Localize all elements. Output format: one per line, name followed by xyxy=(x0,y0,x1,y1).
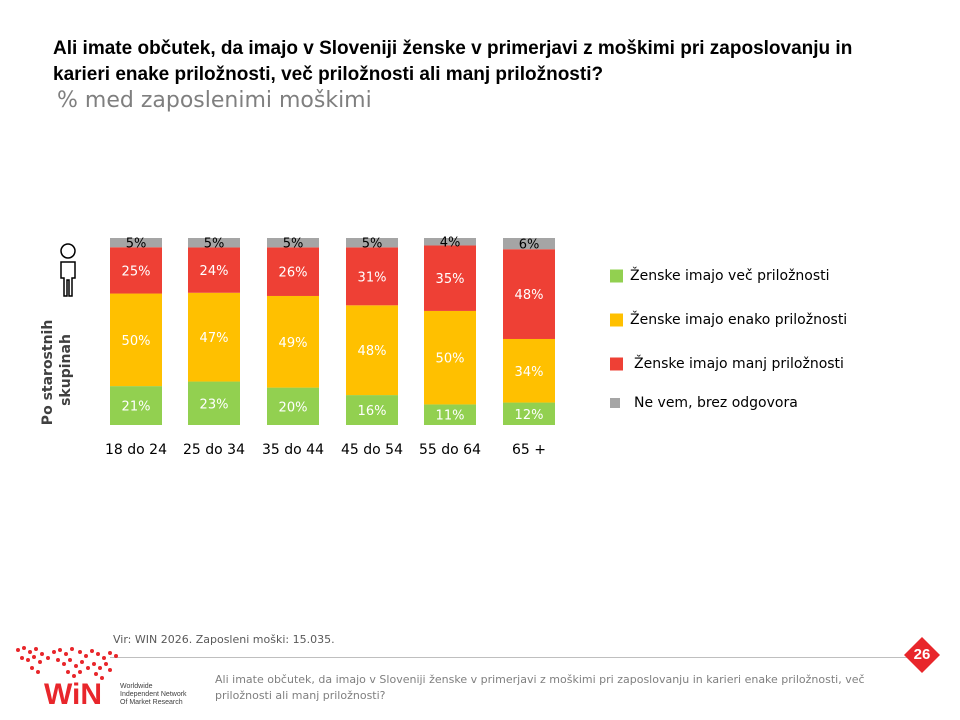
bar-value-label: 35% xyxy=(436,272,465,287)
side-axis-label: Po starostnih skupinah xyxy=(40,315,74,425)
win-logo: WiN xyxy=(16,646,118,711)
person-icon xyxy=(60,243,76,297)
bar-segment xyxy=(110,238,162,248)
bar-segment xyxy=(424,310,476,405)
bar-value-label: 48% xyxy=(358,344,387,359)
bar-value-label: 12% xyxy=(515,408,544,423)
bar-value-label: 50% xyxy=(122,334,151,349)
legend-swatch xyxy=(610,269,623,283)
bar-segment xyxy=(503,249,555,339)
legend-label: Ženske imajo manj priložnosti xyxy=(634,354,844,372)
bar-value-label: 4% xyxy=(440,236,461,251)
category-label: 65 + xyxy=(512,442,546,458)
bar-value-label: 23% xyxy=(200,397,229,412)
bar-segment xyxy=(346,238,398,248)
footer-question: Ali imate občutek, da imajo v Sloveniji … xyxy=(215,673,865,702)
bar-segment xyxy=(267,387,319,425)
bar-value-label: 5% xyxy=(126,237,147,252)
category-label: 18 do 24 xyxy=(105,442,167,458)
bar-value-label: 16% xyxy=(358,404,387,419)
footer-divider xyxy=(110,657,918,658)
bar-value-label: 34% xyxy=(515,365,544,380)
legend-label: Ženske imajo enako priložnosti xyxy=(630,310,847,328)
bar-segment xyxy=(110,293,162,387)
legend-swatch xyxy=(610,398,620,408)
category-label: 45 do 54 xyxy=(341,442,403,458)
page-number: 26 xyxy=(913,646,931,663)
bar-segment xyxy=(346,247,398,306)
bar-value-label: 5% xyxy=(204,237,225,252)
bar-value-label: 5% xyxy=(362,237,383,252)
bar-value-label: 25% xyxy=(122,264,151,279)
bar-segment xyxy=(503,238,555,250)
bar-segment xyxy=(346,395,398,425)
bar-value-label: 31% xyxy=(358,270,387,285)
category-label: 25 do 34 xyxy=(183,442,245,458)
bar-segment xyxy=(110,247,162,294)
bar-segment xyxy=(424,404,476,425)
bar-segment xyxy=(503,402,555,425)
legend-swatch xyxy=(610,313,623,327)
bar-segment xyxy=(424,238,476,246)
bar-segment xyxy=(267,238,319,248)
bar-segment xyxy=(188,381,240,425)
bar-value-label: 11% xyxy=(436,409,465,424)
bar-value-label: 47% xyxy=(200,331,229,346)
bar-value-label: 24% xyxy=(200,264,229,279)
bar-segment xyxy=(267,247,319,296)
bar-value-label: 5% xyxy=(283,237,304,252)
legend-label: Ženske imajo več priložnosti xyxy=(630,266,830,284)
svg-text:WiN: WiN xyxy=(44,678,102,711)
bar-value-label: 20% xyxy=(279,400,308,415)
bar-segment xyxy=(188,247,240,293)
stacked-bar-chart: Po starostnih skupinah 21% 50% 25% 5% 18 do … xyxy=(40,236,847,458)
bar-value-label: 49% xyxy=(279,336,308,351)
bar-value-label: 50% xyxy=(436,352,465,367)
bar-segment xyxy=(424,245,476,311)
bar-segment xyxy=(267,295,319,388)
category-label: 55 do 64 xyxy=(419,442,481,458)
bar-value-label: 48% xyxy=(515,288,544,303)
bar-value-label: 21% xyxy=(122,400,151,415)
page-subtitle: % med zaposlenimi moškimi xyxy=(57,88,372,113)
legend-swatch xyxy=(610,357,623,371)
bar-segment xyxy=(188,292,240,382)
bar-segment xyxy=(503,338,555,403)
legend-label: Ne vem, brez odgovora xyxy=(634,395,798,411)
bar-segment xyxy=(188,238,240,248)
category-label: 35 do 44 xyxy=(262,442,324,458)
page-number-badge xyxy=(904,637,940,673)
bar-segment xyxy=(110,386,162,425)
bar-value-label: 6% xyxy=(519,238,540,253)
logo-subtext: Worldwide Independent Network Of Market Re… xyxy=(120,683,187,706)
bar-segment xyxy=(346,305,398,396)
page-title: Ali imate občutek, da imajo v Sloveniji … xyxy=(53,38,853,85)
bar-value-label: 26% xyxy=(279,266,308,281)
source-note: Vir: WIN 2026. Zaposleni moški: 15.035. xyxy=(113,633,335,646)
